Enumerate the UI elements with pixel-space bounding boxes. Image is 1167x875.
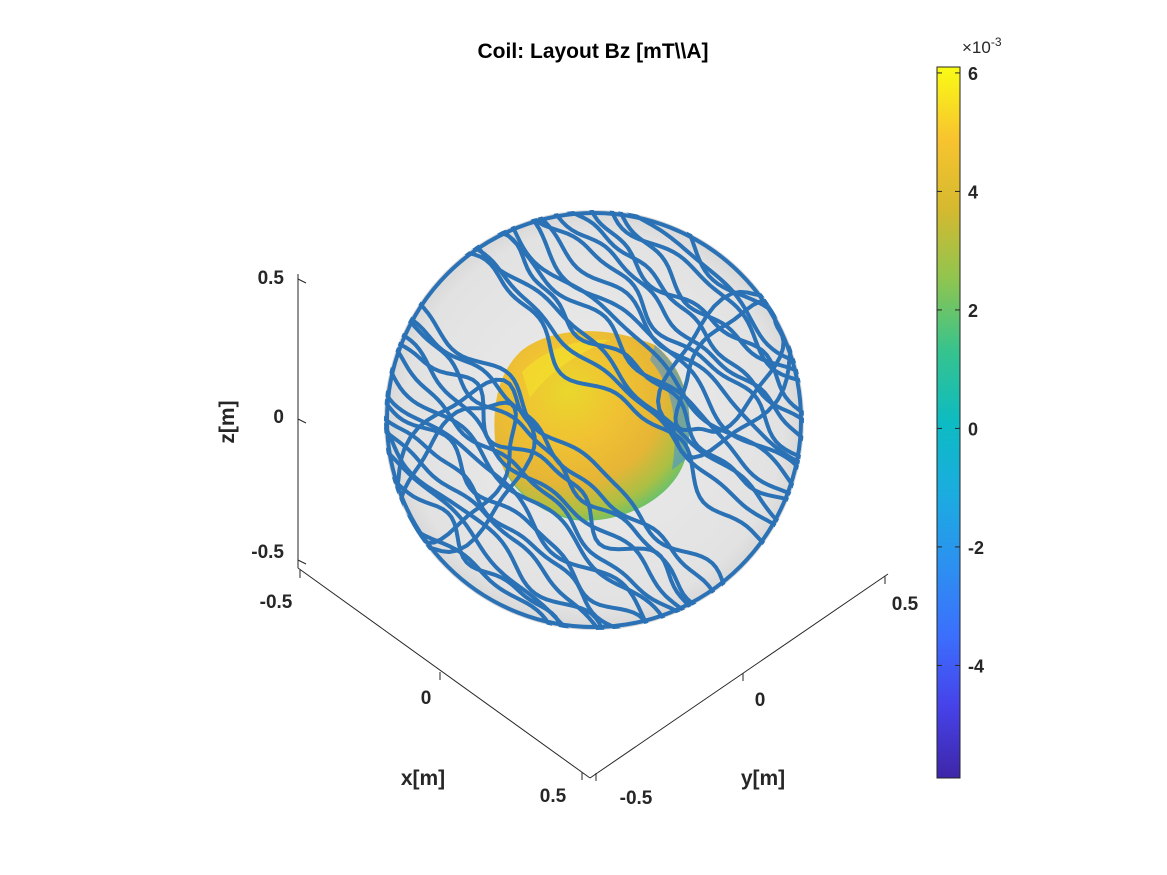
chart-title: Coil: Layout Bz [mT\\A]	[478, 40, 709, 63]
coil-winding-path	[436, 247, 781, 555]
coil-winding-path	[384, 333, 681, 630]
colorbar-gradient	[936, 66, 961, 779]
coil-winding-path	[476, 210, 804, 518]
colorbar-tick-label: 2	[968, 301, 978, 321]
colorbar-tick-label: 4	[968, 182, 978, 202]
coil-winding-path	[526, 210, 804, 473]
coil-winding-path	[491, 210, 804, 504]
y-axis-label: y[m]	[741, 767, 785, 790]
z-axis-label: z[m]	[216, 400, 239, 443]
y-axis-line	[589, 573, 889, 779]
coil-winding-path	[449, 233, 794, 542]
y-tick-label: 0	[755, 690, 766, 711]
coil-winding-path	[384, 331, 688, 630]
x-tick-label: -0.5	[260, 592, 293, 613]
x-tick-label: 0	[421, 688, 432, 709]
coil-winding-path	[384, 313, 708, 630]
coil-winding-path	[384, 348, 672, 630]
x-axis-label: x[m]	[401, 767, 445, 790]
colorbar-tick-label: 0	[968, 419, 978, 439]
coil-winding-path	[384, 385, 655, 630]
coil-winding-path	[401, 284, 733, 608]
colorbar-ticks: 6 4 2 0 -2 -4	[937, 64, 984, 676]
z-tick-label: -0.5	[251, 542, 284, 563]
coil-windings	[384, 210, 804, 630]
coil-winding-path	[458, 224, 797, 539]
x-axis-line	[297, 567, 591, 779]
axes-3d	[297, 274, 889, 779]
coil-winding-path	[508, 210, 804, 490]
coil-outer-ring	[385, 211, 803, 629]
coil-winding-path	[552, 210, 804, 448]
coil-winding-path	[511, 210, 804, 485]
coil-winding-path	[384, 389, 652, 630]
x-tick-label: 0.5	[540, 786, 567, 807]
coil-winding-path	[463, 219, 804, 524]
y-tick-label: -0.5	[620, 788, 653, 809]
colorbar-exponent: ×10-3	[962, 35, 1002, 57]
coil-loop-path	[398, 400, 518, 545]
coil-winding-path	[384, 366, 664, 630]
coil-winding-path	[533, 210, 804, 458]
coil-winding-path	[384, 392, 626, 630]
coil-winding-path	[543, 210, 804, 447]
z-tick-label: 0.5	[258, 268, 285, 289]
colorbar-tick-label: 6	[968, 64, 978, 84]
coil-winding-path	[384, 319, 706, 630]
axis-ticks	[297, 278, 886, 781]
colorbar-tick-label: -4	[968, 656, 984, 676]
colorbar: 6 4 2 0 -2 -4 ×10-3	[936, 35, 1002, 779]
colorbar-tick-label: -2	[968, 538, 984, 558]
coil-loop-path	[385, 377, 537, 554]
y-tick-label: 0.5	[892, 594, 919, 615]
coil-winding-path	[558, 210, 804, 433]
coil-winding-path	[384, 327, 702, 630]
z-tick-label: 0	[273, 407, 284, 428]
coil-winding-path	[384, 395, 643, 630]
